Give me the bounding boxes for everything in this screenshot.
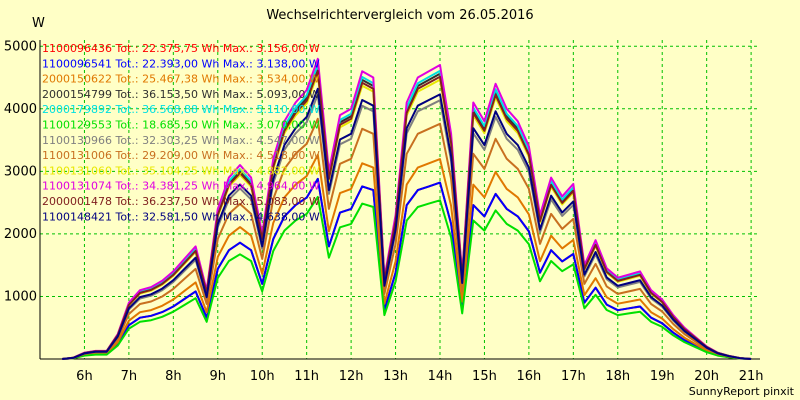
y-tick-label: 3000: [4, 164, 37, 179]
chart-title: Wechselrichtervergleich vom 26.05.2016: [266, 8, 534, 23]
x-tick-label: 15h: [472, 369, 497, 384]
series-line-2: [62, 177, 752, 360]
legend-entry: 2000001478 Tot.: 36.237,50 Wh Max.: 5.08…: [42, 195, 320, 208]
y-tick-label: 1000: [4, 289, 37, 304]
x-tick-label: 6h: [76, 369, 93, 384]
x-tick-label: 10h: [250, 369, 275, 384]
legend-entry: 1100096541 Tot.: 22.393,00 Wh Max.: 3.13…: [42, 57, 320, 70]
x-tick-label: 8h: [165, 369, 182, 384]
x-tick-label: 9h: [210, 369, 227, 384]
x-tick-label: 12h: [339, 369, 364, 384]
footer-credit: SunnyReport pinxit: [688, 385, 794, 398]
legend-entry: 2000154799 Tot.: 36.153,50 Wh Max.: 5.09…: [42, 88, 320, 101]
legend-entry: 1100131074 Tot.: 34.381,25 Wh Max.: 4.96…: [42, 180, 320, 193]
legend-entry: 1100148421 Tot.: 32.581,50 Wh Max.: 4.63…: [42, 210, 320, 223]
y-tick-label: 5000: [4, 39, 37, 54]
series-line-12: [62, 87, 752, 360]
y-axis-unit-label: W: [32, 16, 45, 31]
legend-entry: 1100131006 Tot.: 29.209,00 Wh Max.: 4.51…: [42, 149, 320, 162]
x-tick-label: 11h: [294, 369, 319, 384]
legend-entry: 1100130966 Tot.: 32.303,25 Wh Max.: 4.54…: [42, 134, 320, 147]
legend-entry: 2000150622 Tot.: 25.467,38 Wh Max.: 3.53…: [42, 73, 320, 86]
legend-entry: 2000179892 Tot.: 36.568,88 Wh Max.: 5.11…: [42, 103, 320, 116]
x-tick-label: 18h: [605, 369, 630, 384]
x-tick-label: 17h: [561, 369, 586, 384]
y-tick-label: 4000: [4, 102, 37, 117]
x-tick-label: 7h: [121, 369, 138, 384]
x-tick-label: 13h: [383, 369, 408, 384]
legend-entry: 1100129553 Tot.: 18.685,50 Wh Max.: 3.07…: [42, 119, 320, 132]
series-line-3: [62, 153, 752, 360]
x-tick-label: 19h: [650, 369, 675, 384]
x-tick-label: 16h: [516, 369, 541, 384]
x-tick-label: 20h: [694, 369, 719, 384]
x-tick-label: 21h: [739, 369, 764, 384]
series-line-10: [62, 57, 752, 360]
series-line-8: [62, 117, 752, 360]
y-tick-label: 2000: [4, 227, 37, 242]
legend-entry: 1100131060 Tot.: 35.104,25 Wh Max.: 4.88…: [42, 164, 320, 177]
x-tick-label: 14h: [428, 369, 453, 384]
legend-entry: 1100096436 Tot.: 22.375,75 Wh Max.: 3.15…: [42, 42, 320, 55]
series-line-11: [62, 69, 752, 360]
series-line-6: [62, 195, 752, 360]
